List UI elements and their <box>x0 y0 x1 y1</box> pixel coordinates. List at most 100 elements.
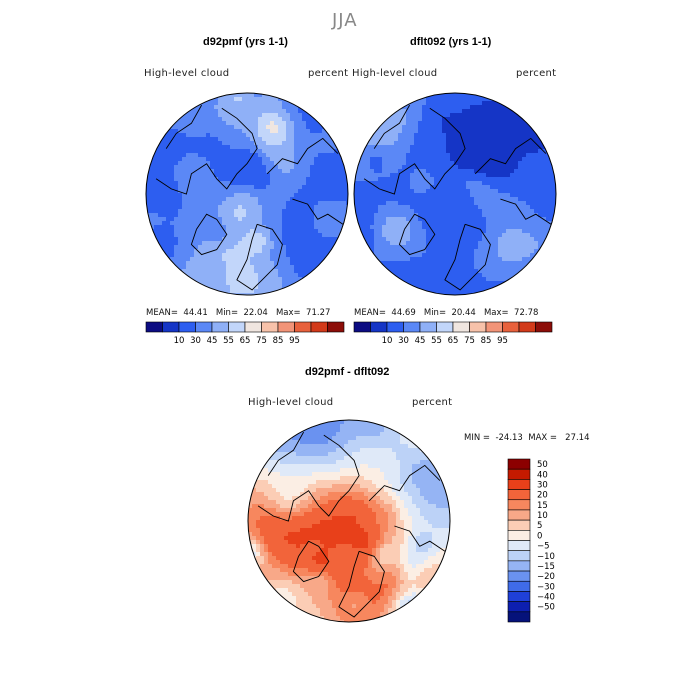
contour-cell <box>550 169 555 174</box>
contour-cell <box>346 185 348 190</box>
contour-cell <box>294 149 299 154</box>
contour-cell <box>182 165 187 170</box>
contour-cell <box>402 221 407 226</box>
contour-cell <box>178 173 183 178</box>
contour-cell <box>174 233 179 238</box>
contour-cell <box>478 201 483 206</box>
contour-cell <box>298 145 303 150</box>
contour-cell <box>466 261 471 266</box>
contour-cell <box>502 157 507 162</box>
contour-cell <box>284 460 289 465</box>
contour-cell <box>368 428 373 433</box>
contour-cell <box>210 261 215 266</box>
contour-cell <box>294 181 299 186</box>
contour-cell <box>418 145 423 150</box>
contour-cell <box>390 257 395 262</box>
contour-cell <box>422 265 427 270</box>
contour-cell <box>534 209 539 214</box>
contour-cell <box>372 480 377 485</box>
contour-cell <box>182 217 187 222</box>
contour-cell <box>438 237 443 242</box>
contour-cell <box>518 153 523 158</box>
contour-cell <box>186 165 191 170</box>
contour-cell <box>306 277 311 282</box>
contour-cell <box>206 149 211 154</box>
contour-cell <box>326 217 331 222</box>
contour-cell <box>526 117 531 122</box>
contour-cell <box>498 265 503 270</box>
contour-cell <box>258 133 263 138</box>
contour-cell <box>364 432 369 437</box>
contour-cell <box>386 117 391 122</box>
contour-cell <box>442 233 447 238</box>
contour-cell <box>450 213 455 218</box>
contour-cell <box>278 257 283 262</box>
contour-cell <box>186 261 191 266</box>
contour-cell <box>386 141 391 146</box>
contour-cell <box>482 161 487 166</box>
contour-cell <box>238 249 243 254</box>
contour-cell <box>384 452 389 457</box>
contour-cell <box>318 197 323 202</box>
contour-cell <box>274 149 279 154</box>
contour-cell <box>150 209 155 214</box>
contour-cell <box>486 241 491 246</box>
contour-cell <box>242 277 247 282</box>
contour-cell <box>518 197 523 202</box>
contour-cell <box>446 101 451 106</box>
contour-cell <box>282 105 287 110</box>
contour-cell <box>162 209 167 214</box>
contour-cell <box>394 249 399 254</box>
contour-cell <box>458 157 463 162</box>
contour-cell <box>446 197 451 202</box>
contour-cell <box>238 281 243 286</box>
contour-cell <box>414 229 419 234</box>
contour-cell <box>262 97 267 102</box>
contour-cell <box>198 165 203 170</box>
contour-cell <box>178 249 183 254</box>
contour-cell <box>270 153 275 158</box>
contour-cell <box>234 145 239 150</box>
contour-cell <box>238 269 243 274</box>
contour-cell <box>362 165 367 170</box>
contour-cell <box>202 145 207 150</box>
contour-cell <box>206 105 211 110</box>
contour-cell <box>258 165 263 170</box>
contour-cell <box>422 145 427 150</box>
contour-cell <box>330 197 335 202</box>
contour-cell <box>382 217 387 222</box>
contour-cell <box>190 113 195 118</box>
contour-cell <box>230 169 235 174</box>
contour-cell <box>390 209 395 214</box>
contour-cell <box>418 285 423 290</box>
contour-cell <box>206 289 211 294</box>
contour-cell <box>374 217 379 222</box>
contour-cell <box>446 133 451 138</box>
contour-cell <box>290 157 295 162</box>
contour-cell <box>210 157 215 162</box>
contour-cell <box>478 121 483 126</box>
contour-cell <box>494 245 499 250</box>
contour-cell <box>266 161 271 166</box>
contour-cell <box>426 233 431 238</box>
contour-cell <box>206 117 211 122</box>
contour-cell <box>254 181 259 186</box>
contour-cell <box>206 225 211 230</box>
contour-cell <box>282 237 287 242</box>
contour-cell <box>518 173 523 178</box>
contour-cell <box>390 137 395 142</box>
contour-cell <box>510 153 515 158</box>
contour-cell <box>302 221 307 226</box>
contour-cell <box>356 460 361 465</box>
contour-cell <box>282 249 287 254</box>
contour-cell <box>202 153 207 158</box>
contour-cell <box>502 117 507 122</box>
contour-cell <box>510 269 515 274</box>
contour-cell <box>374 213 379 218</box>
contour-cell <box>290 269 295 274</box>
contour-cell <box>482 205 487 210</box>
contour-cell <box>506 173 511 178</box>
contour-cell <box>486 205 491 210</box>
contour-cell <box>430 205 435 210</box>
contour-cell <box>238 129 243 134</box>
